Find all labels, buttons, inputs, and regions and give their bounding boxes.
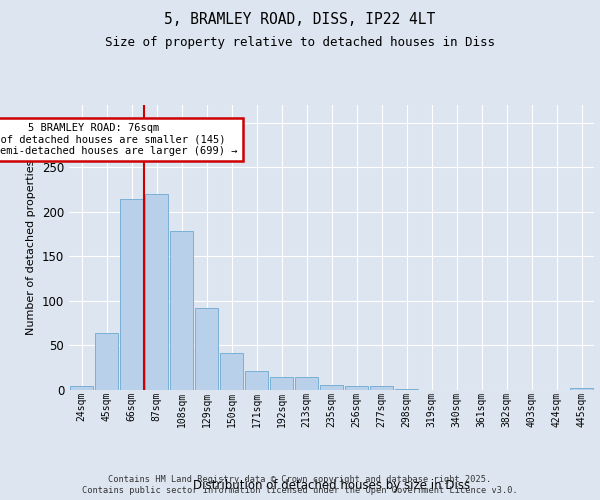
Bar <box>70 386 93 390</box>
Text: Contains public sector information licensed under the Open Government Licence v3: Contains public sector information licen… <box>82 486 518 495</box>
Bar <box>370 386 393 390</box>
Text: Size of property relative to detached houses in Diss: Size of property relative to detached ho… <box>105 36 495 49</box>
Bar <box>95 333 118 390</box>
Text: 5, BRAMLEY ROAD, DISS, IP22 4LT: 5, BRAMLEY ROAD, DISS, IP22 4LT <box>164 12 436 28</box>
Bar <box>320 384 343 390</box>
Bar <box>120 198 143 390</box>
Bar <box>170 230 193 390</box>
Bar <box>220 354 243 390</box>
X-axis label: Distribution of detached houses by size in Diss: Distribution of detached houses by size … <box>193 480 470 492</box>
Bar <box>345 386 368 390</box>
Text: 5 BRAMLEY ROAD: 76sqm
← 17% of detached houses are smaller (145)
82% of semi-det: 5 BRAMLEY ROAD: 76sqm ← 17% of detached … <box>0 123 238 156</box>
Bar <box>245 372 268 390</box>
Bar <box>195 308 218 390</box>
Y-axis label: Number of detached properties: Number of detached properties <box>26 160 37 335</box>
Text: Contains HM Land Registry data © Crown copyright and database right 2025.: Contains HM Land Registry data © Crown c… <box>109 475 491 484</box>
Bar <box>395 389 418 390</box>
Bar <box>270 376 293 390</box>
Bar <box>295 376 318 390</box>
Bar <box>145 194 168 390</box>
Bar <box>570 388 593 390</box>
